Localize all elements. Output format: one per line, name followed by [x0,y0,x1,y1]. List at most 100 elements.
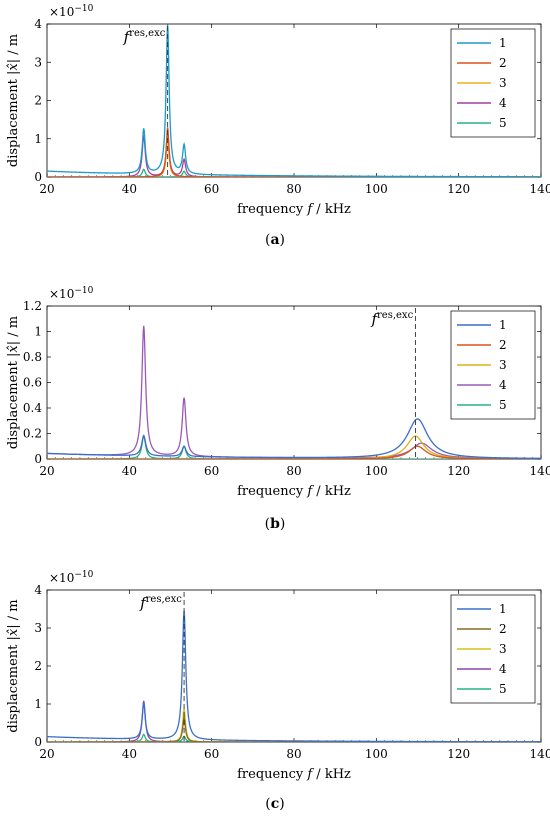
y-tick-label: 0 [34,735,42,749]
exponent-label: ×10−10 [49,286,94,301]
series-line-1 [47,24,541,177]
y-label-unit: | / m [6,599,21,628]
y-tick-label: 1 [34,697,42,711]
series-line-3 [47,708,541,742]
y-tick-label: 2 [34,659,42,673]
series-line-1 [47,610,541,742]
y-tick-label: 1 [34,325,42,339]
y-tick-label: 0 [34,452,42,466]
x-tick-label: 100 [365,747,388,761]
legend-label-3: 3 [499,76,507,90]
y-tick-label: 0.6 [23,376,42,390]
x-tick-label: 140 [530,747,550,761]
y-tick-label: 1 [34,132,42,146]
legend-label-2: 2 [499,622,507,636]
x-tick-label: 20 [39,747,54,761]
x-tick-label: 60 [204,747,219,761]
x-tick-label: 20 [39,182,54,196]
x-tick-label: 140 [530,464,550,478]
x-tick-label: 80 [286,182,301,196]
y-axis-label: displacement |x̂| / m [6,599,21,732]
annotation-sup: res,exc [377,310,414,321]
legend-label-4: 4 [499,96,507,110]
x-label-unit: / kHz [312,484,351,499]
y-label-var: x̂ [6,628,21,636]
x-label-text: frequency [237,484,307,499]
y-tick-label: 4 [34,17,42,31]
caption-letter: b [270,516,280,532]
caption-close: ) [279,796,284,812]
annotation-sup: res,exc [146,594,183,605]
x-label-unit: / kHz [312,202,351,217]
subfigure-caption: (b) [265,516,286,532]
x-label-text: frequency [237,202,307,217]
caption-letter: a [270,232,279,248]
x-tick-label: 100 [365,182,388,196]
series-line-2 [47,127,541,177]
x-axis-label: frequency f / kHz [237,484,351,499]
y-tick-label: 0.8 [23,350,42,364]
x-tick-label: 120 [447,464,470,478]
caption-close: ) [280,516,285,532]
caption-letter: c [271,796,280,812]
exponent-power: −10 [74,570,93,580]
y-tick-label: 3 [34,621,42,635]
x-label-var: f [306,767,314,782]
series-line-1 [47,418,541,459]
x-tick-label: 60 [204,182,219,196]
series-line-4 [47,132,541,177]
exponent-power: −10 [74,4,93,14]
legend-label-1: 1 [499,602,507,616]
x-label-var: f [306,484,314,499]
y-tick-label: 3 [34,55,42,69]
caption-open: ( [265,796,270,812]
x-tick-label: 80 [286,464,301,478]
subfigure-caption: (a) [265,232,285,248]
y-tick-label: 0.2 [23,427,42,441]
series-line-2 [47,714,541,742]
caption-close: ) [280,232,285,248]
series-line-3 [47,136,541,177]
legend-label-4: 4 [499,662,507,676]
exponent-label: ×10−10 [49,570,94,585]
x-tick-label: 80 [286,747,301,761]
resonance-annotation: fres,exc [139,594,182,612]
legend-label-2: 2 [499,56,507,70]
x-tick-label: 60 [204,464,219,478]
legend-label-5: 5 [499,116,507,130]
y-tick-label: 0 [34,170,42,184]
y-tick-label: 2 [34,94,42,108]
annotation-var: f [123,28,132,46]
x-label-unit: / kHz [312,767,351,782]
legend-label-2: 2 [499,338,507,352]
x-label-var: f [306,202,314,217]
exponent-base: ×10 [49,5,74,19]
y-label-unit: | / m [6,34,21,63]
legend-label-5: 5 [499,398,507,412]
legend-label-1: 1 [499,318,507,332]
caption-open: ( [265,516,270,532]
y-tick-label: 4 [34,583,42,597]
panel-c: 20 40 60 80 100 120 140 0 1 2 3 4 ×10−10 frequency f … [6,570,550,812]
y-label-text: displacement | [6,353,21,449]
x-tick-label: 100 [365,464,388,478]
y-label-text: displacement | [6,71,21,167]
x-label-text: frequency [237,767,307,782]
x-tick-label: 140 [530,182,550,196]
subfigure-caption: (c) [265,796,284,812]
panel-b: 20 40 60 80 100 120 140 0 0.2 0.4 0.6 0.8 1 1.2 ×10−10… [6,286,550,532]
panel-a: 20 40 60 80 100 120 140 0 1 2 3 4 ×10−10 frequency f … [6,4,550,248]
curves [47,610,541,742]
exponent-base: ×10 [49,571,74,585]
x-axis-label: frequency f / kHz [237,767,351,782]
y-label-unit: | / m [6,316,21,345]
exponent-power: −10 [74,286,93,296]
y-axis-label: displacement |x̂| / m [6,316,21,449]
legend-label-4: 4 [499,378,507,392]
annotation-sup: res,exc [129,28,166,39]
y-label-var: x̂ [6,63,21,71]
resonance-annotation: fres,exc [370,310,413,328]
series-line-2 [47,445,541,459]
caption-open: ( [265,232,270,248]
